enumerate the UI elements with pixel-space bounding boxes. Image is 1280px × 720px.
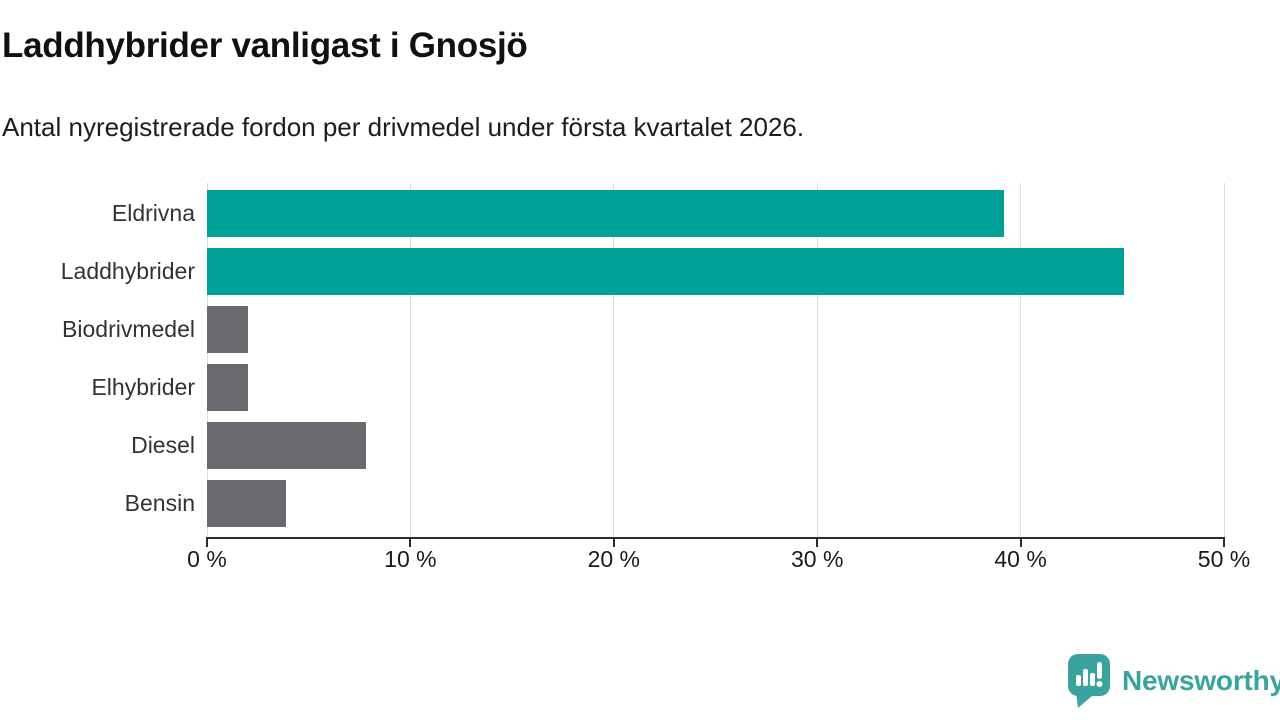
x-axis-line <box>206 537 1225 539</box>
bar-laddhybrider <box>207 248 1125 295</box>
x-axis-tick <box>1019 537 1022 547</box>
gridline <box>206 183 208 537</box>
chart-title: Laddhybrider vanligast i Gnosjö <box>2 26 528 65</box>
bar-eldrivna <box>207 190 1005 237</box>
gridline <box>816 183 818 537</box>
gridline <box>1020 183 1022 537</box>
newsworthy-logo-icon <box>1068 654 1110 708</box>
x-tick-label: 10 % <box>384 546 437 572</box>
category-label: Bensin <box>124 490 195 516</box>
gridline <box>613 183 615 537</box>
plot-area <box>206 183 1225 537</box>
category-label: Diesel <box>131 432 195 458</box>
x-axis-tick <box>816 537 819 547</box>
gridline <box>409 183 411 537</box>
x-axis-tick <box>409 537 412 547</box>
category-label: Eldrivna <box>111 200 195 226</box>
bar-diesel <box>207 422 366 469</box>
x-tick-label: 0 % <box>187 546 227 572</box>
brand-attribution: Newsworthy <box>1066 652 1280 709</box>
x-axis-tick <box>1223 537 1225 547</box>
gridline <box>1223 183 1225 537</box>
bar-elhybrider <box>207 364 248 411</box>
bar-biodrivmedel <box>207 306 248 353</box>
category-label: Biodrivmedel <box>62 316 195 342</box>
x-axis-tick <box>612 537 615 547</box>
x-tick-label: 40 % <box>994 546 1047 572</box>
x-axis-tick <box>206 537 208 547</box>
category-label: Laddhybrider <box>60 258 195 284</box>
category-label: Elhybrider <box>91 374 195 400</box>
x-tick-label: 50 % <box>1197 546 1251 572</box>
x-tick-label: 20 % <box>587 546 641 572</box>
x-tick-label: 30 % <box>790 546 844 572</box>
chart-subtitle: Antal nyregistrerade fordon per drivmede… <box>2 112 805 142</box>
bar-bensin <box>207 480 287 527</box>
brand-name: Newsworthy <box>1122 664 1280 696</box>
